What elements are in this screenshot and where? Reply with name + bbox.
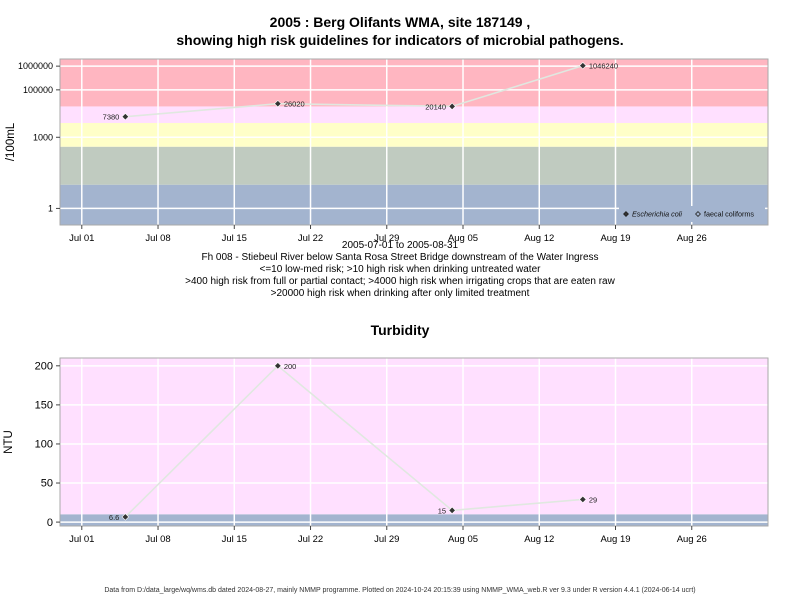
y-tick-label-3: 1000000 [18,61,53,71]
risk-band-1 [60,358,768,515]
legend-marker-0 [623,211,629,217]
caption-guideline-2: >400 high risk from full or partial cont… [185,276,615,287]
caption-guideline-3: >20000 high risk when drinking after onl… [270,288,530,299]
plot-area: 7380 26020 20140 1046240 [60,59,768,225]
y-axis-label: NTU [3,430,15,454]
y-tick-label-0: 0 [47,517,53,529]
legend-entry-1: faecal coliforms [704,210,754,219]
plot-area: 6.6 200 15 29 [60,358,768,526]
data-label-0: 7380 [103,113,120,122]
caption-date-range: 2005-07-01 to 2005-08-31 [341,240,459,251]
y-tick-label-1: 50 [41,478,53,490]
x-tick-label-2: Jul 15 [222,233,247,244]
series-line-0 [124,364,583,518]
x-tick-label-7: Aug 19 [600,534,630,545]
turbidity-chart: 6.6 200 15 29 Jul 01 Jul 08 Jul 15 Jul 22 Jul 29… [3,357,769,545]
risk-band-1 [60,146,768,185]
caption-site: Fh 008 - Stiebeul River below Santa Rosa… [201,252,599,263]
x-tick-label-0: Jul 01 [69,233,94,244]
legend-entry-0: Escherichia coli [632,210,682,219]
data-point-3 [579,495,587,504]
data-label-3: 29 [589,495,597,504]
data-label-1: 26020 [284,100,305,109]
x-tick-label-8: Aug 26 [677,233,707,244]
y-tick-label-4: 200 [35,360,53,372]
data-point-0 [121,513,130,521]
data-label-2: 15 [438,506,446,515]
data-point-0 [121,112,130,121]
series-line-0 [125,64,584,118]
data-point-2 [448,102,456,111]
footer-note: Data from D:/data_large/wq/wms.db dated … [104,587,696,594]
risk-band-3 [60,106,768,124]
data-label-2: 20140 [425,102,446,111]
chart-title-line-2: showing high risk guidelines for indicat… [176,32,624,48]
risk-band-2 [60,123,768,147]
x-tick-label-1: Jul 08 [145,233,170,244]
turbidity-title: Turbidity [370,322,430,338]
x-tick-label-4: Jul 29 [374,233,399,244]
panel-border [59,357,769,527]
x-tick-label-5: Aug 05 [448,233,478,244]
data-label-0: 6.6 [109,513,119,522]
y-tick-label-2: 100000 [23,85,53,95]
data-point-2 [448,506,456,515]
risk-band-0 [60,514,768,526]
chart-title-line-1: 2005 : Berg Olifants WMA, site 187149 , [269,14,531,30]
data-label-1: 200 [284,362,297,371]
y-tick-label-2: 100 [35,439,53,451]
y-tick-label-3: 150 [35,400,53,412]
x-tick-label-3: Jul 22 [298,534,323,545]
x-tick-label-6: Aug 12 [524,534,554,545]
caption-guideline-1: <=10 low-med risk; >10 high risk when dr… [259,264,541,275]
x-tick-label-4: Jul 29 [374,534,399,545]
data-label-3: 1046240 [589,62,618,71]
risk-band-4 [60,59,768,107]
y-tick-label-0: 1 [48,203,53,213]
y-axis-label: /100mL [5,122,17,161]
x-tick-label-5: Aug 05 [448,534,478,545]
x-tick-label-1: Jul 08 [145,534,170,545]
data-point-3 [579,61,587,70]
x-tick-label-0: Jul 01 [69,534,94,545]
y-tick-label-1: 1000 [33,132,53,142]
data-point-1 [274,362,282,370]
legend-box [619,206,765,222]
data-point-1 [274,99,282,108]
legend-marker-1 [695,211,701,217]
panel-border [59,58,769,226]
x-tick-label-2: Jul 15 [222,534,247,545]
x-tick-label-3: Jul 22 [298,233,323,244]
microbial-chart: 7380 26020 20140 1046240 Jul 01 Jul 08 Jul 15 J… [5,58,769,244]
x-tick-label-8: Aug 26 [677,534,707,545]
x-tick-label-6: Aug 12 [524,233,554,244]
x-tick-label-7: Aug 19 [600,233,630,244]
